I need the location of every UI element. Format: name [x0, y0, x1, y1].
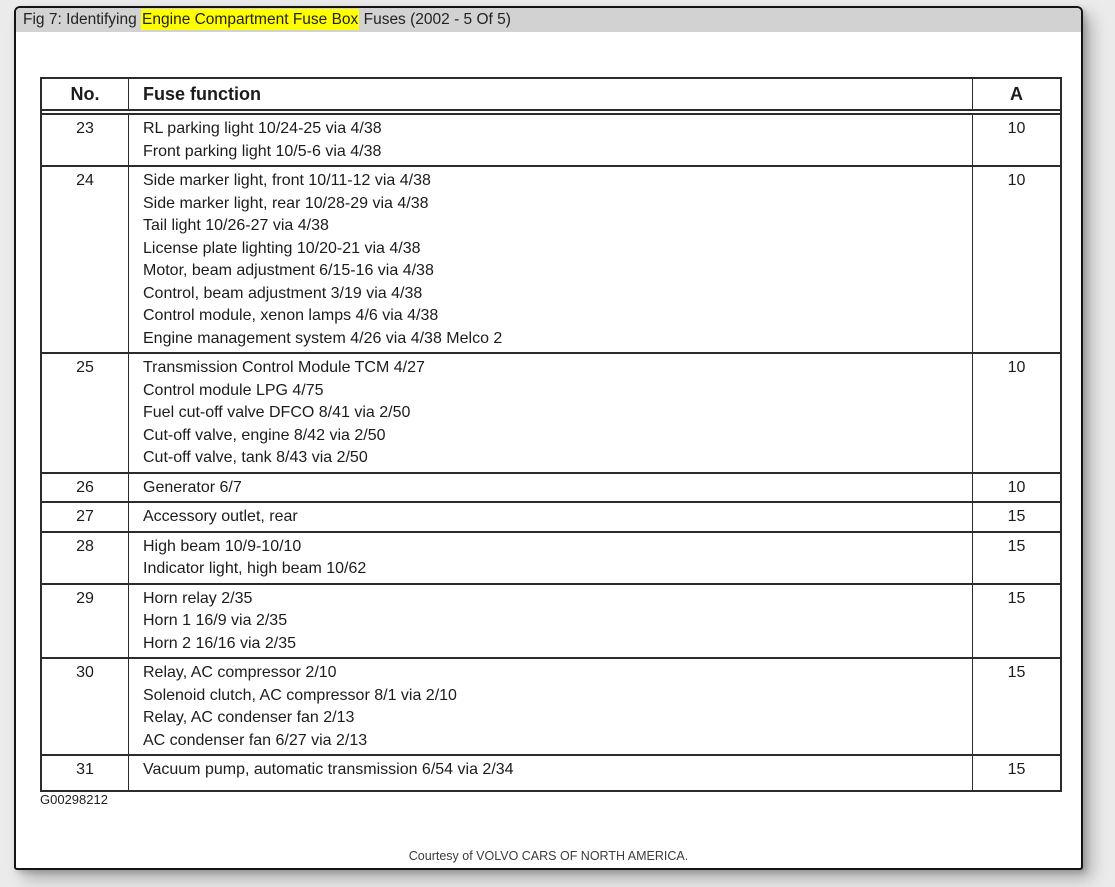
figure-title-bar: Fig 7: Identifying Engine Compartment Fu… [16, 8, 1081, 32]
fuse-function-line: Solenoid clutch, AC compressor 8/1 via 2… [143, 686, 457, 704]
table-row: 30 Relay, AC compressor 2/10 Solenoid clu… [42, 659, 1060, 756]
fuse-function-cell: High beam 10/9-10/10 Indicator light, hig… [129, 533, 972, 583]
table-row: 27 Accessory outlet, rear 15 [42, 503, 1060, 533]
fuse-number: 23 [42, 115, 129, 165]
fuse-table-body: 23 RL parking light 10/24-25 via 4/38 Fro… [42, 115, 1060, 790]
fuse-function-line: Front parking light 10/5-6 via 4/38 [143, 142, 382, 160]
table-row: 31 Vacuum pump, automatic transmission 6… [42, 756, 1060, 790]
fuse-function-line: Side marker light, front 10/11-12 via 4/… [143, 172, 431, 189]
fuse-function-line: Tail light 10/26-27 via 4/38 [143, 217, 329, 234]
fuse-number: 28 [42, 532, 129, 583]
table-row: 24 Side marker light, front 10/11-12 via… [42, 167, 1060, 354]
fuse-number: 26 [42, 473, 129, 501]
fuse-function-line: Horn 1 16/9 via 2/35 [143, 612, 288, 629]
fuse-function-line: Generator 6/7 [143, 478, 242, 496]
fuse-function-cell: Relay, AC compressor 2/10 Solenoid clutch… [129, 659, 972, 754]
fuse-number: 30 [42, 659, 129, 754]
fuse-amps: 10 [972, 167, 1060, 352]
fuse-function-line: RL parking light 10/24-25 via 4/38 [143, 120, 382, 137]
figure-title-highlight: Engine Compartment Fuse Box [141, 9, 360, 30]
fuse-amps: 15 [972, 503, 1060, 531]
fuse-amps: 15 [972, 532, 1060, 583]
fuse-function-line: Motor, beam adjustment 6/15-16 via 4/38 [143, 262, 434, 279]
fuse-function-cell: Horn relay 2/35 Horn 1 16/9 via 2/35 Horn … [129, 585, 972, 658]
fuse-function-line: Fuel cut-off valve DFCO 8/41 via 2/50 [143, 404, 411, 421]
fuse-amps: 10 [972, 115, 1060, 165]
header-amps: A [972, 79, 1060, 109]
fuse-function-cell: RL parking light 10/24-25 via 4/38 Front … [129, 115, 972, 165]
fuse-amps: 15 [972, 756, 1060, 790]
table-row: 28 High beam 10/9-10/10 Indicator light, … [42, 532, 1060, 585]
fuse-function-line: High beam 10/9-10/10 [143, 537, 302, 555]
figure-title-prefix: Fig 7: Identifying [23, 11, 142, 28]
fuse-number: 24 [42, 167, 129, 352]
fuse-function-line: Relay, AC condenser fan 2/13 [143, 709, 355, 726]
fuse-function-cell: Vacuum pump, automatic transmission 6/54… [129, 756, 972, 790]
fuse-function-line: Cut-off valve, engine 8/42 via 2/50 [143, 426, 386, 444]
header-no: No. [42, 79, 129, 109]
fuse-function-line: Vacuum pump, automatic transmission 6/54… [143, 761, 514, 778]
header-fuse-function: Fuse function [143, 84, 261, 104]
fuse-amps: 10 [972, 473, 1060, 501]
courtesy-note: Courtesy of VOLVO CARS OF NORTH AMERICA. [408, 849, 689, 863]
fuse-function-cell: Accessory outlet, rear [129, 503, 972, 531]
fuse-function-line: License plate lighting 10/20-21 via 4/38 [143, 239, 421, 257]
figure-window: Fig 7: Identifying Engine Compartment Fu… [14, 6, 1083, 870]
fuse-function-line: Control module, xenon lamps 4/6 via 4/38 [143, 307, 439, 324]
fuse-function-line: Control module LPG 4/75 [143, 381, 324, 399]
table-row: 29 Horn relay 2/35 Horn 1 16/9 via 2/35 Ho… [42, 584, 1060, 659]
table-row: 25 Transmission Control Module TCM 4/27 C… [42, 354, 1060, 474]
fuse-function-cell: Transmission Control Module TCM 4/27 Cont… [129, 354, 972, 472]
fuse-function-line: Horn relay 2/35 [143, 589, 253, 607]
table-row: 23 RL parking light 10/24-25 via 4/38 Fro… [42, 115, 1060, 167]
fuse-number: 31 [42, 756, 129, 790]
fuse-amps: 10 [972, 354, 1060, 472]
fuse-function-line: Cut-off valve, tank 8/43 via 2/50 [143, 449, 368, 466]
fuse-function-line: Relay, AC compressor 2/10 [143, 664, 337, 681]
fuse-function-line: Horn 2 16/16 via 2/35 [143, 634, 296, 652]
table-row: 26 Generator 6/7 10 [42, 473, 1060, 503]
fuse-function-line: Indicator light, high beam 10/62 [143, 560, 367, 577]
fuse-function-cell: Generator 6/7 [129, 474, 972, 502]
fuse-function-line: Side marker light, rear 10/28-29 via 4/3… [143, 194, 429, 212]
fuse-number: 29 [42, 584, 129, 657]
fuse-amps: 15 [972, 584, 1060, 657]
fuse-number: 25 [42, 354, 129, 472]
fuse-function-line: Engine management system 4/26 via 4/38 M… [143, 329, 503, 347]
figure-title-suffix: Fuses (2002 - 5 Of 5) [359, 11, 511, 28]
fuse-function-line: Transmission Control Module TCM 4/27 [143, 359, 425, 376]
fuse-function-line: Control, beam adjustment 3/19 via 4/38 [143, 284, 423, 302]
fuse-number: 27 [42, 503, 129, 531]
fuse-table: No. Fuse function A 23 RL parking light … [40, 77, 1062, 792]
fuse-table-header-row: No. Fuse function A [42, 79, 1060, 115]
fuse-function-line: Accessory outlet, rear [143, 508, 298, 525]
fuse-amps: 15 [972, 659, 1060, 754]
figure-id: G00298212 [40, 792, 108, 807]
fuse-function-cell: Side marker light, front 10/11-12 via 4/… [129, 167, 972, 352]
fuse-function-line: AC condenser fan 6/27 via 2/13 [143, 731, 368, 749]
